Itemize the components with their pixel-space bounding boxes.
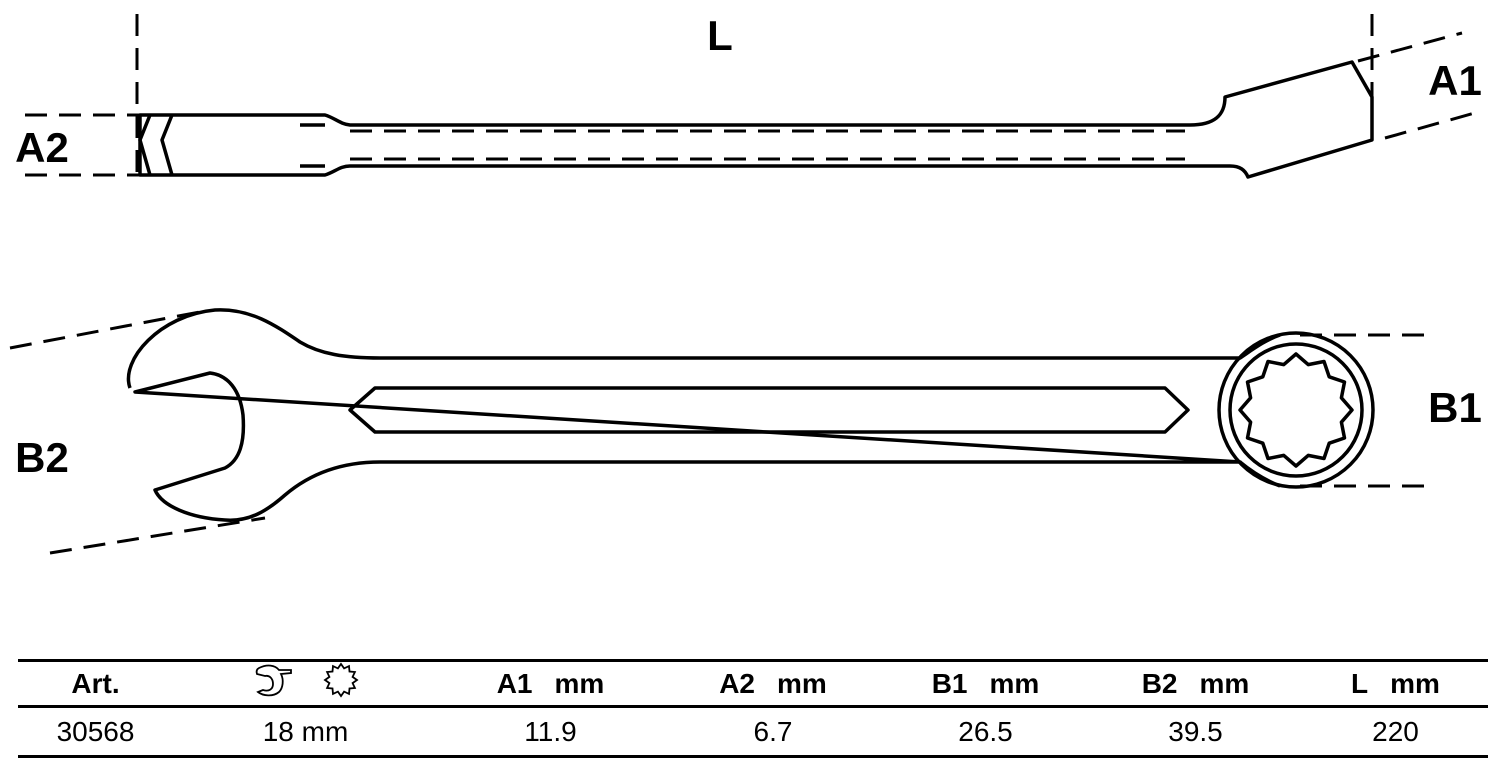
label-b1: B1 [1428, 384, 1482, 431]
label-a1: A1 [1428, 57, 1482, 104]
cell-a2: 6.7 [753, 715, 793, 747]
header-a2: A2 mm [719, 667, 827, 699]
ring-12-point [1238, 352, 1354, 468]
label-b2: B2 [15, 434, 69, 481]
side-end-bevel [138, 114, 174, 176]
header-b2: B2 mm [1141, 667, 1250, 699]
cell-art: 30568 [56, 715, 135, 747]
header-b1: B1 mm [931, 667, 1040, 699]
handle-slot [348, 386, 1190, 434]
cell-size: 18 mm [262, 715, 349, 747]
header-art: Art. [71, 667, 120, 699]
table-row: 30568 18 mm 11.9 6.7 26.5 39.5 220 [18, 707, 1488, 757]
dimension-lines [25, 14, 1483, 177]
open-end-and-ring-icon [255, 662, 359, 698]
label-a2: A2 [15, 124, 69, 171]
label-l: L [707, 12, 733, 59]
cell-a1: 11.9 [524, 715, 577, 747]
ring-inner [1228, 342, 1364, 478]
header-size [173, 661, 438, 707]
header-a1: A1 mm [496, 667, 605, 699]
ring-outer [1217, 331, 1375, 489]
cell-b2: 39.5 [1168, 715, 1223, 747]
wrench-drawing: L A2 A1 B1 B2 [9, 12, 1483, 555]
cell-b1: 26.5 [958, 715, 1013, 747]
cell-l: 220 [1372, 715, 1419, 747]
wrench-side-view [138, 60, 1374, 179]
wrench-top-view [126, 308, 1281, 522]
side-inner-lines [300, 123, 325, 168]
